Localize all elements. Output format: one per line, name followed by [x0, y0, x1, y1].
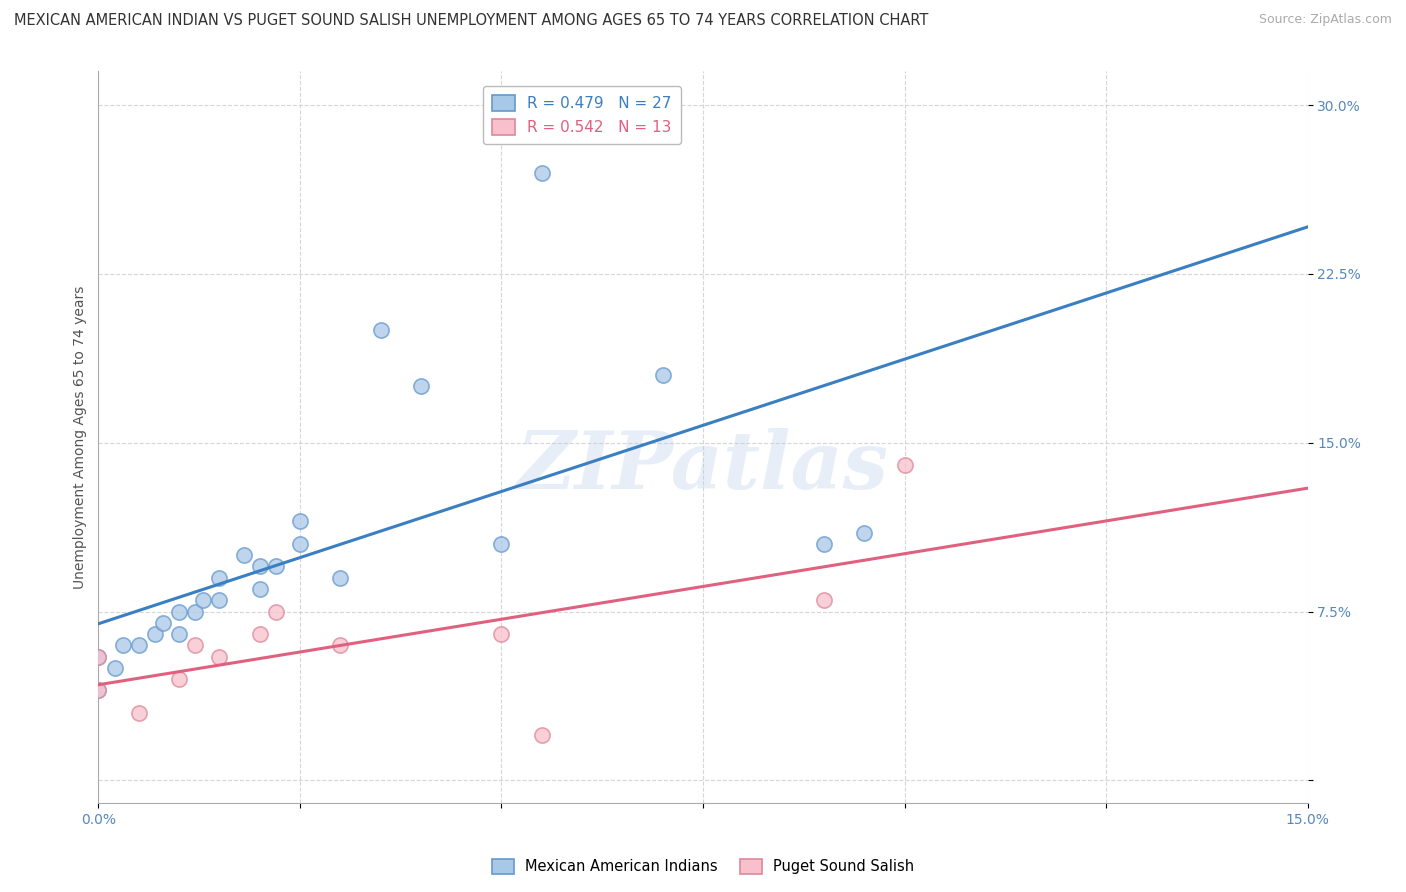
Point	[208, 571, 231, 585]
Point	[288, 515, 311, 529]
Point	[409, 379, 432, 393]
Point	[167, 627, 190, 641]
Point	[232, 548, 254, 562]
Text: ZIPatlas: ZIPatlas	[517, 427, 889, 505]
Point	[813, 593, 835, 607]
Point	[249, 582, 271, 596]
Point	[491, 627, 513, 641]
Point	[103, 661, 125, 675]
Point	[491, 537, 513, 551]
Point	[249, 627, 271, 641]
Legend: Mexican American Indians, Puget Sound Salish: Mexican American Indians, Puget Sound Sa…	[486, 853, 920, 880]
Point	[208, 649, 231, 664]
Point	[111, 638, 134, 652]
Point	[87, 649, 110, 664]
Point	[167, 605, 190, 619]
Point	[143, 627, 166, 641]
Point	[288, 537, 311, 551]
Point	[530, 728, 553, 742]
Point	[184, 605, 207, 619]
Point	[813, 537, 835, 551]
Point	[264, 559, 287, 574]
Point	[530, 166, 553, 180]
Y-axis label: Unemployment Among Ages 65 to 74 years: Unemployment Among Ages 65 to 74 years	[73, 285, 87, 589]
Legend: R = 0.479   N = 27, R = 0.542   N = 13: R = 0.479 N = 27, R = 0.542 N = 13	[484, 87, 681, 145]
Point	[329, 571, 352, 585]
Point	[152, 615, 174, 630]
Point	[370, 323, 392, 337]
Point	[87, 683, 110, 698]
Point	[893, 458, 915, 473]
Text: Source: ZipAtlas.com: Source: ZipAtlas.com	[1258, 13, 1392, 27]
Point	[128, 706, 150, 720]
Point	[853, 525, 876, 540]
Point	[651, 368, 673, 383]
Point	[87, 683, 110, 698]
Point	[249, 559, 271, 574]
Point	[329, 638, 352, 652]
Point	[193, 593, 215, 607]
Point	[208, 593, 231, 607]
Text: MEXICAN AMERICAN INDIAN VS PUGET SOUND SALISH UNEMPLOYMENT AMONG AGES 65 TO 74 Y: MEXICAN AMERICAN INDIAN VS PUGET SOUND S…	[14, 13, 928, 29]
Point	[87, 649, 110, 664]
Point	[184, 638, 207, 652]
Point	[128, 638, 150, 652]
Point	[264, 605, 287, 619]
Point	[167, 672, 190, 686]
